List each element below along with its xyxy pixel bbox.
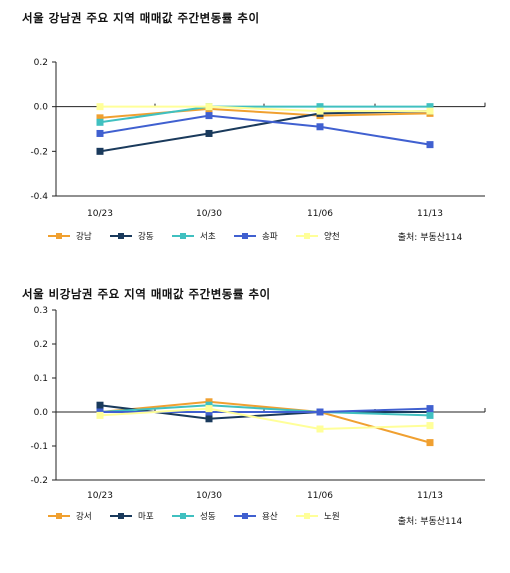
chart-title: 서울 비강남권 주요 지역 매매값 주간변동률 추이: [22, 287, 271, 301]
y-tick-label: 0.0: [34, 408, 49, 418]
data-point-0-0: [96, 114, 104, 122]
legend-label-3: 송파: [262, 232, 278, 242]
x-tick-label: 10/30: [196, 209, 222, 219]
x-tick-label: 11/06: [307, 209, 333, 219]
chart-panel-gangnam: 서울 강남권 주요 지역 매매값 주간변동률 추이 0.2 0.0 -0.2 -0.4…: [0, 0, 510, 260]
data-point-2-0: [96, 118, 104, 126]
legend-marker-3: [242, 513, 248, 519]
x-tick-label: 11/06: [307, 491, 333, 501]
series-line-3: [99, 114, 431, 146]
data-point-1-1: [205, 415, 213, 423]
legend-label-4: 노원: [324, 512, 340, 522]
data-point-3-3: [426, 141, 434, 149]
legend-label-0: 강남: [76, 231, 92, 242]
data-point-1-0: [96, 401, 104, 409]
data-point-1-1: [205, 129, 213, 137]
legend-marker-2: [180, 233, 186, 239]
legend-label-1: 마포: [138, 512, 154, 522]
data-point-2-2: [316, 103, 324, 111]
legend-marker-0: [56, 513, 62, 519]
y-tick-label: -0.1: [30, 442, 48, 452]
line-chart-non-gangnam: 0.3 0.2 0.1 0.0 -0.1 -0.2 10/23 10/30 11/06 11/13…: [30, 306, 486, 527]
legend-label-2: 서초: [200, 232, 216, 242]
data-point-2-3: [426, 411, 434, 419]
data-point-3-2: [316, 123, 324, 131]
series-line-4: [99, 407, 431, 431]
y-tick-label: 0.3: [34, 306, 48, 316]
data-point-4-1: [205, 405, 213, 413]
x-tick-label: 10/30: [196, 491, 222, 501]
source-note: 출처: 부동산114: [398, 231, 463, 243]
y-tick-label: 0.2: [34, 340, 48, 350]
data-point-3-0: [96, 129, 104, 137]
series-line-2: [99, 105, 430, 124]
x-tick-label: 10/23: [87, 491, 113, 501]
data-point-4-1: [205, 103, 213, 111]
data-point-3-3: [426, 405, 434, 413]
y-tick-label: 0.0: [34, 103, 49, 113]
data-point-4-2: [316, 425, 324, 433]
data-point-4-0: [96, 103, 104, 111]
source-note: 출처: 부동산114: [398, 515, 463, 527]
data-point-3-2: [316, 408, 324, 416]
legend-marker-4: [304, 233, 310, 239]
legend-label-2: 성동: [200, 512, 216, 522]
data-point-1-0: [96, 147, 104, 155]
data-point-0-3: [426, 439, 434, 447]
legend-marker-3: [242, 233, 248, 239]
y-tick-label: 0.2: [34, 58, 48, 68]
y-tick-label: 0.1: [34, 374, 48, 384]
legend-marker-2: [180, 513, 186, 519]
series-line-2: [99, 404, 431, 417]
legend-marker-0: [56, 233, 62, 239]
y-tick-label: -0.2: [30, 476, 48, 486]
x-tick-label: 11/13: [417, 209, 443, 219]
legend-marker-1: [118, 233, 124, 239]
data-point-4-2: [316, 107, 324, 115]
y-tick-label: -0.2: [30, 147, 48, 157]
series-line-1: [99, 110, 431, 153]
legend-marker-4: [304, 513, 310, 519]
data-point-4-3: [426, 422, 434, 430]
chart-title: 서울 강남권 주요 지역 매매값 주간변동률 추이: [22, 11, 260, 25]
series-line-0: [99, 107, 431, 119]
data-point-3-1: [205, 112, 213, 120]
legend-label-1: 강동: [138, 231, 154, 242]
legend-label-0: 강서: [76, 511, 92, 522]
legend-label-3: 용산: [262, 511, 278, 522]
data-point-4-3: [426, 107, 434, 115]
data-point-4-0: [96, 411, 104, 419]
legend-label-4: 양천: [324, 231, 340, 242]
series-line-4: [100, 105, 430, 113]
data-point-2-3: [426, 103, 434, 111]
x-tick-label: 10/23: [87, 209, 113, 219]
chart-panel-non-gangnam: 서울 비강남권 주요 지역 매매값 주간변동률 추이 0.3 0.2 0.1 0.0 -…: [0, 276, 510, 566]
y-tick-label: -0.4: [30, 192, 48, 202]
line-chart-gangnam: 0.2 0.0 -0.2 -0.4 10/23 10/30 11/06 11/13 강남 강동 서초…: [30, 58, 486, 243]
legend-marker-1: [118, 513, 124, 519]
x-tick-label: 11/13: [417, 491, 443, 501]
